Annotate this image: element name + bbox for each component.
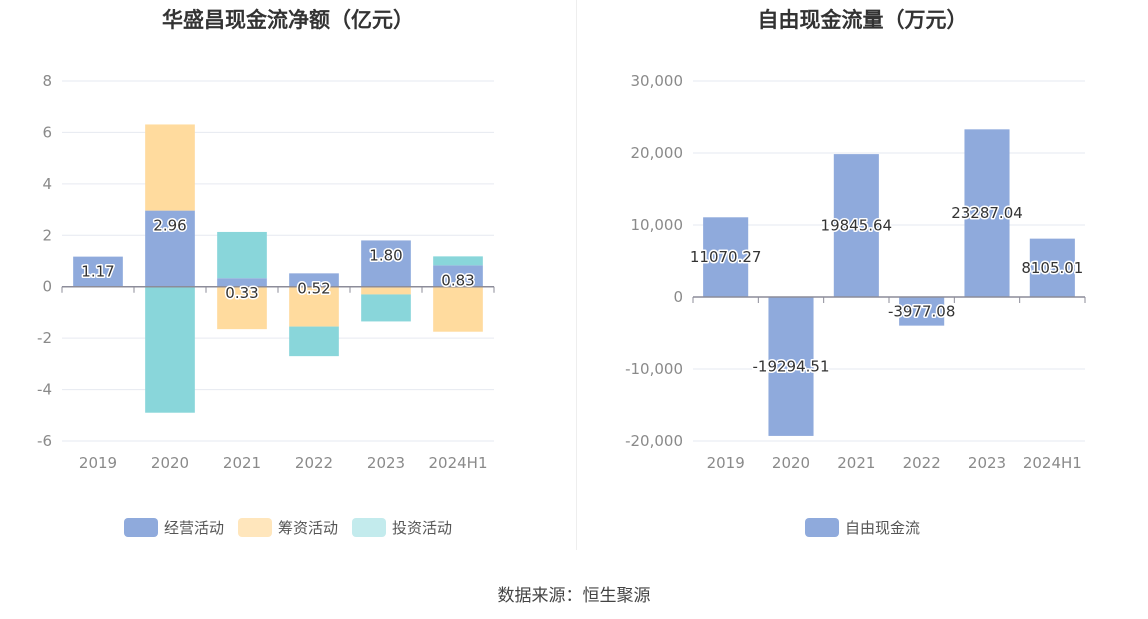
x-tick-label: 2023 xyxy=(367,454,405,472)
bar-1 xyxy=(289,273,339,287)
bar-1 xyxy=(899,297,945,326)
data-source-note: 数据来源：恒生聚源 xyxy=(497,586,651,606)
cashflow-net-chart: 8 6 4 2 0 -2 -4 -6 2019 2020 2021 2022 2023 2024H1 1.1… xyxy=(37,72,495,472)
data-label: 11070.27 xyxy=(690,248,762,266)
y-tick-label: -10,000 xyxy=(625,360,683,378)
bar-2 xyxy=(433,286,483,332)
data-label: 0.83 xyxy=(441,271,474,289)
bar-2 xyxy=(217,286,267,330)
data-label: 0.33 xyxy=(225,284,258,302)
x-tick-label: 2022 xyxy=(903,454,941,472)
y-tick-label: 2 xyxy=(42,226,52,244)
free-cashflow-chart: 30,000 20,000 10,000 0 -10,000 -20,000 2019 202… xyxy=(625,72,1086,472)
data-label: 1.17 xyxy=(81,263,114,281)
bar-1 xyxy=(768,297,814,436)
bar-3 xyxy=(361,294,411,322)
data-label: 0.52 xyxy=(297,279,330,297)
bar-2 xyxy=(361,286,411,295)
y-tick-label: 0 xyxy=(673,288,683,306)
legend-label-operating: 经营活动 xyxy=(163,519,224,537)
x-tick-label: 2019 xyxy=(79,454,117,472)
bar-1 xyxy=(703,217,749,297)
y-tick-label: -4 xyxy=(37,381,52,399)
legend-label-investing: 投资活动 xyxy=(392,519,453,537)
data-label: 1.80 xyxy=(369,246,402,264)
legend-swatch-free-cashflow xyxy=(804,518,839,537)
x-tick-label: 2024H1 xyxy=(429,454,488,472)
x-tick-label: 2020 xyxy=(151,454,189,472)
y-tick-label: 20,000 xyxy=(631,144,684,162)
legend-item-free-cashflow[interactable]: 自由现金流 xyxy=(804,517,920,538)
y-tick-label: 0 xyxy=(42,278,52,296)
x-tick-label: 2019 xyxy=(707,454,745,472)
bar-1 xyxy=(361,240,411,287)
bar-2 xyxy=(145,124,195,211)
legend-right: 自由现金流 xyxy=(577,517,1148,538)
data-label: -3977.08 xyxy=(888,302,955,320)
bar-1 xyxy=(145,210,195,287)
bar-3 xyxy=(145,286,195,413)
bar-1 xyxy=(217,278,267,287)
bar-1 xyxy=(964,129,1010,297)
legend-item-financing[interactable]: 筹资活动 xyxy=(237,517,338,538)
legend-label-financing: 筹资活动 xyxy=(277,519,338,537)
cashflow-net-chart-panel: 华盛昌现金流净额（亿元） 8 6 4 2 0 -2 -4 -6 2019 2020 2021 2022… xyxy=(0,0,576,560)
legend-item-investing[interactable]: 投资活动 xyxy=(352,517,452,538)
bar-1 xyxy=(833,154,879,297)
x-tick-label: 2024H1 xyxy=(1023,454,1082,472)
legend-swatch-operating xyxy=(123,518,158,537)
y-tick-label: 30,000 xyxy=(631,72,684,90)
x-tick-label: 2021 xyxy=(223,454,261,472)
bar-2 xyxy=(289,286,339,327)
y-tick-label: -2 xyxy=(37,329,52,347)
data-label: 2.96 xyxy=(153,217,186,235)
data-label: -19294.51 xyxy=(753,357,830,375)
y-tick-label: 10,000 xyxy=(631,216,684,234)
legend-swatch-financing xyxy=(237,518,272,537)
x-tick-label: 2021 xyxy=(837,454,875,472)
x-tick-label: 2020 xyxy=(772,454,810,472)
y-tick-label: -6 xyxy=(37,432,52,450)
bar-1 xyxy=(73,256,123,287)
free-cashflow-chart-panel: 自由现金流量（万元） 30,000 20,000 10,000 0 -10,000 -20… xyxy=(577,0,1148,560)
data-label: 8105.01 xyxy=(1021,259,1083,277)
x-tick-label: 2023 xyxy=(968,454,1006,472)
x-tick-label: 2022 xyxy=(295,454,333,472)
bar-3 xyxy=(433,256,483,266)
bar-3 xyxy=(217,231,267,279)
legend-swatch-investing xyxy=(352,518,386,537)
y-tick-label: -20,000 xyxy=(625,432,683,450)
y-tick-label: 8 xyxy=(42,72,52,90)
legend-left: 经营活动 筹资活动 投资活动 xyxy=(0,517,576,538)
data-label: 19845.64 xyxy=(821,217,893,235)
bar-3 xyxy=(289,326,339,357)
legend-item-operating[interactable]: 经营活动 xyxy=(123,517,224,538)
chart-title-right: 自由现金流量（万元） xyxy=(757,8,968,32)
bar-1 xyxy=(433,265,483,287)
data-label: 23287.04 xyxy=(951,204,1023,222)
y-tick-label: 6 xyxy=(42,123,52,141)
chart-title-left: 华盛昌现金流净额（亿元） xyxy=(162,8,414,32)
y-tick-label: 4 xyxy=(42,175,52,193)
panel-divider xyxy=(576,0,577,550)
legend-label-free-cashflow: 自由现金流 xyxy=(844,519,920,537)
bar-1 xyxy=(1029,238,1075,297)
